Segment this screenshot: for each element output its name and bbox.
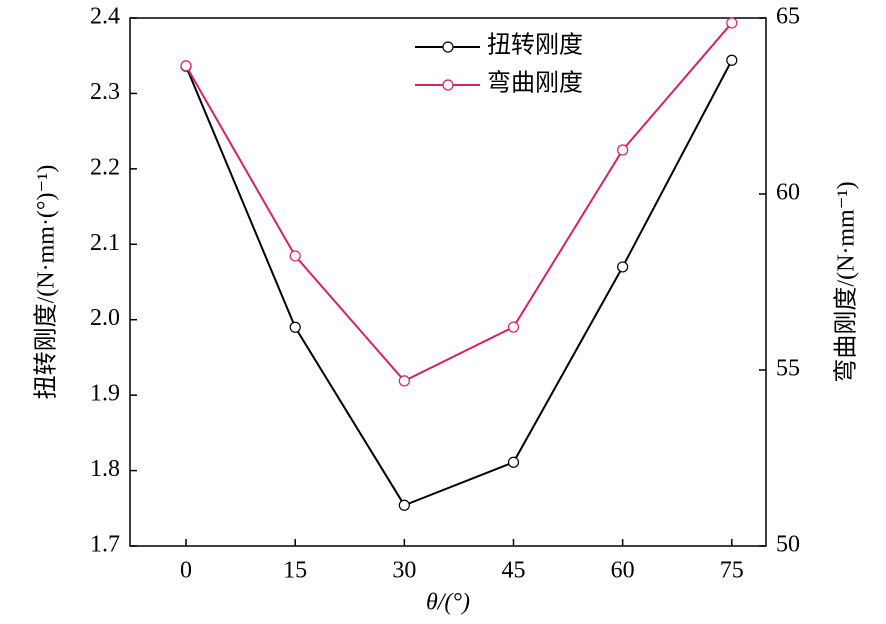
data-point: [398, 499, 410, 511]
y-tick-label: 1.9: [90, 381, 120, 407]
legend-marker: [442, 79, 454, 91]
data-point: [180, 60, 192, 72]
legend-label: 弯曲刚度: [487, 70, 583, 97]
y2-tick-label: 60: [776, 180, 800, 206]
data-point: [289, 321, 301, 333]
data-point: [617, 261, 629, 273]
y-tick-label: 1.8: [90, 456, 120, 482]
y2-tick-label: 55: [776, 356, 800, 382]
x-tick-label: 75: [720, 558, 744, 584]
data-point: [507, 321, 520, 333]
y2-axis-label: 弯曲刚度/(N·mm⁻¹): [833, 181, 860, 382]
data-point: [289, 250, 301, 262]
y2-tick-label: 50: [776, 532, 800, 558]
data-point: [617, 144, 629, 156]
y-tick-label: 2.0: [90, 305, 120, 331]
x-tick-label: 45: [501, 558, 525, 584]
x-tick-label: 30: [392, 558, 416, 584]
legend-label: 扭转刚度: [487, 32, 583, 59]
y-tick-label: 2.3: [90, 79, 120, 105]
series-line: [185, 22, 733, 383]
y-tick-label: 2.4: [90, 4, 120, 30]
x-tick-label: 15: [283, 558, 307, 584]
y-tick-label: 1.7: [90, 532, 120, 558]
legend-marker: [442, 41, 454, 53]
data-point: [726, 54, 738, 66]
y2-tick-label: 65: [776, 4, 800, 30]
series-line: [185, 59, 733, 507]
data-point: [507, 456, 520, 468]
data-point: [398, 375, 410, 387]
x-tick-label: 60: [611, 558, 635, 584]
plot-frame: [129, 17, 767, 547]
y-tick-label: 2.2: [90, 154, 120, 180]
y-tick-label: 2.1: [90, 230, 120, 256]
data-point: [726, 17, 738, 29]
x-axis-label: θ/(°): [426, 590, 470, 616]
y-axis-label: 扭转刚度/(N·mm·(°)⁻¹): [33, 165, 60, 400]
x-tick-label: 0: [180, 558, 192, 584]
